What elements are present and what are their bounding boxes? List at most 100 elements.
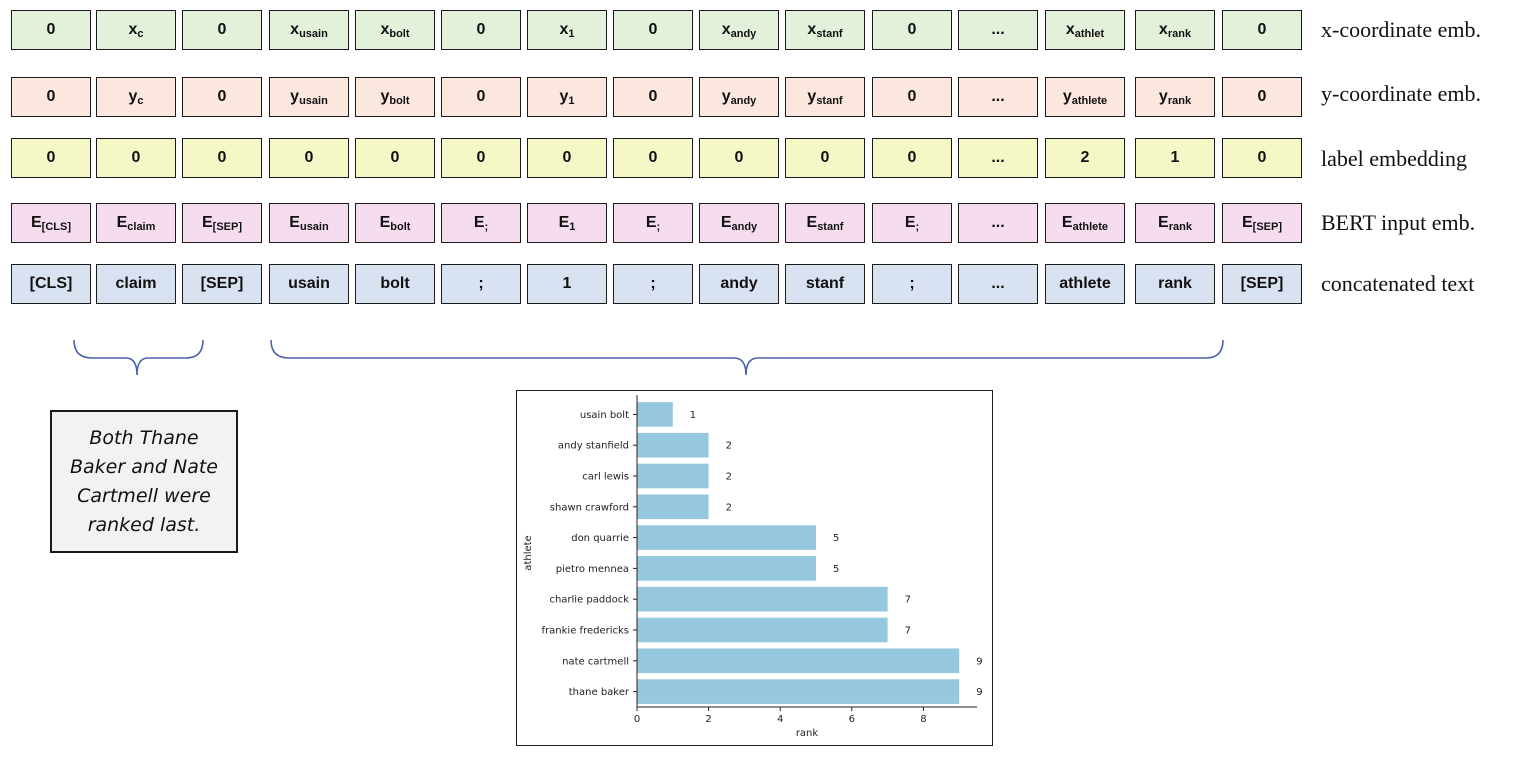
cell-main-text: x bbox=[721, 21, 731, 38]
cell-main-text: 0 bbox=[1257, 21, 1267, 38]
cell-main-text: stanf bbox=[805, 275, 845, 292]
cell-main-text: 0 bbox=[907, 88, 917, 105]
y-tick-label: carl lewis bbox=[582, 472, 629, 483]
y-coordinate-emb-cell: y usain bbox=[269, 77, 349, 117]
cell-main-text: ; bbox=[909, 275, 915, 292]
y-tick-label: shawn crawford bbox=[550, 502, 629, 513]
cell-main-text: 0 bbox=[734, 149, 744, 166]
cell-main-text: [CLS] bbox=[29, 275, 73, 292]
cell-main-text: 0 bbox=[390, 149, 400, 166]
cell-main-text: y bbox=[1158, 88, 1168, 105]
cell-main-text: E bbox=[201, 214, 213, 231]
concatenated-text-cell: rank bbox=[1135, 264, 1215, 304]
cell-main-text: y bbox=[807, 88, 817, 105]
concatenated-text-cell: ; bbox=[872, 264, 952, 304]
row-concatenated-text: [CLS] claim [SEP] usain bolt; 1; andy stanf;...… bbox=[0, 264, 1517, 308]
y-coordinate-emb-cell: 0 bbox=[182, 77, 262, 117]
bar-value-label: 9 bbox=[976, 656, 982, 667]
x-coordinate-emb-cell: 0 bbox=[613, 10, 693, 50]
concatenated-text-cell: andy bbox=[699, 264, 779, 304]
bert-input-emb-cell: E; bbox=[613, 203, 693, 243]
cell-main-text: E bbox=[806, 214, 818, 231]
cell-main-text: 0 bbox=[217, 21, 227, 38]
x-tick-label: 2 bbox=[705, 714, 711, 725]
cell-main-text: E bbox=[473, 214, 485, 231]
x-coordinate-emb-cell: x rank bbox=[1135, 10, 1215, 50]
label-embedding-cell: 0 bbox=[269, 138, 349, 178]
x-coordinate-emb-cell: 0 bbox=[872, 10, 952, 50]
concatenated-text-cell: 1 bbox=[527, 264, 607, 304]
cell-main-text: [SEP] bbox=[1240, 275, 1284, 292]
bar-value-label: 2 bbox=[726, 502, 732, 513]
y-coordinate-emb-cell: 0 bbox=[613, 77, 693, 117]
y-coordinate-emb-cell: 0 bbox=[11, 77, 91, 117]
bar-nate-cartmell bbox=[637, 648, 960, 674]
cell-main-text: x bbox=[290, 21, 300, 38]
cell-main-text: x bbox=[128, 21, 138, 38]
bar-usain-bolt bbox=[637, 402, 673, 427]
cell-subscript: athlet bbox=[1074, 28, 1105, 40]
y-tick-label: pietro mennea bbox=[556, 564, 629, 575]
bar-value-label: 5 bbox=[833, 533, 839, 544]
bar-don-quarrie bbox=[637, 525, 816, 550]
concatenated-text-cell: [SEP] bbox=[182, 264, 262, 304]
cell-main-text: claim bbox=[115, 275, 157, 292]
cell-subscript: claim bbox=[127, 221, 156, 233]
cell-main-text: E bbox=[289, 214, 300, 231]
cell-subscript: andy bbox=[731, 221, 758, 233]
y-coordinate-emb-cell: 0 bbox=[1222, 77, 1302, 117]
label-embedding-cell: 0 bbox=[527, 138, 607, 178]
bar-thane-baker bbox=[637, 679, 960, 704]
y-coordinate-emb-cell: y rank bbox=[1135, 77, 1215, 117]
bar-value-label: 7 bbox=[905, 595, 911, 606]
x-coordinate-emb-cell: ... bbox=[958, 10, 1038, 50]
bert-input-emb-cell: E [SEP] bbox=[182, 203, 262, 243]
cell-main-text: 0 bbox=[907, 21, 917, 38]
cell-main-text: 0 bbox=[476, 21, 486, 38]
cell-main-text: x bbox=[559, 21, 569, 38]
cell-main-text: 0 bbox=[476, 88, 486, 105]
cell-main-text: 0 bbox=[46, 21, 56, 38]
cell-main-text: 0 bbox=[217, 149, 227, 166]
right-brace bbox=[270, 339, 1224, 376]
x-coordinate-emb-cell: x bolt bbox=[355, 10, 435, 50]
cell-main-text: E bbox=[558, 214, 570, 231]
cell-subscript: usain bbox=[299, 221, 329, 233]
y-coordinate-emb-cell: y stanf bbox=[785, 77, 865, 117]
cell-main-text: athlete bbox=[1059, 275, 1111, 292]
cell-main-text: y bbox=[1062, 88, 1072, 105]
y-tick-label: charlie paddock bbox=[549, 595, 629, 606]
cell-main-text: bolt bbox=[380, 275, 410, 292]
y-axis-label: athlete bbox=[523, 535, 534, 570]
x-tick-label: 6 bbox=[849, 714, 855, 725]
x-coordinate-emb-cell: x athlet bbox=[1045, 10, 1125, 50]
left-brace bbox=[73, 339, 204, 376]
y-tick-label: andy stanfield bbox=[558, 441, 629, 452]
cell-subscript: stanf bbox=[817, 221, 844, 233]
cell-main-text: 0 bbox=[131, 149, 141, 166]
y-coordinate-emb-cell: 0 bbox=[872, 77, 952, 117]
cell-main-text: E bbox=[1061, 214, 1073, 231]
label-embedding-cell: 2 bbox=[1045, 138, 1125, 178]
x-coordinate-emb-cell: x andy bbox=[699, 10, 779, 50]
y-coordinate-emb-cell: 0 bbox=[441, 77, 521, 117]
cell-subscript: [CLS] bbox=[41, 221, 71, 233]
cell-main-text: y bbox=[290, 88, 300, 105]
cell-main-text: ... bbox=[991, 149, 1005, 166]
cell-subscript: andy bbox=[730, 28, 757, 40]
cell-subscript: rank bbox=[1167, 95, 1192, 107]
cell-subscript: c bbox=[137, 28, 144, 40]
row-label-label-embedding: label embedding bbox=[1321, 146, 1468, 171]
cell-subscript: bolt bbox=[389, 28, 410, 40]
concatenated-text-cell: ; bbox=[441, 264, 521, 304]
cell-main-text: 0 bbox=[648, 88, 658, 105]
x-tick-label: 8 bbox=[920, 714, 926, 725]
concatenated-text-cell: claim bbox=[96, 264, 176, 304]
bar-value-label: 7 bbox=[905, 626, 911, 637]
row-label-x-coordinate-emb: x-coordinate emb. bbox=[1321, 17, 1482, 42]
cell-subscript: [SEP] bbox=[1252, 221, 1282, 233]
